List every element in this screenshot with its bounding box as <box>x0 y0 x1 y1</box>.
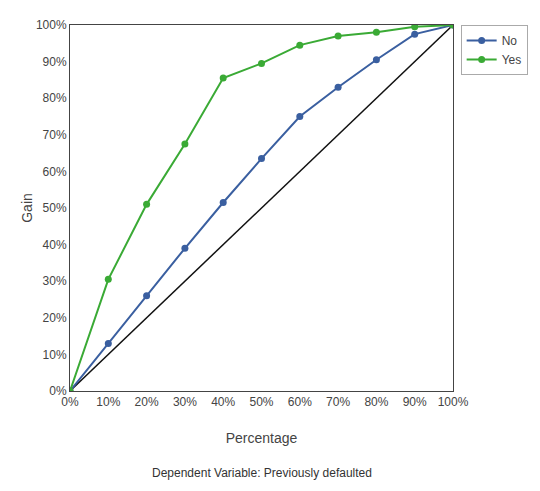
svg-text:20%: 20% <box>135 395 159 409</box>
svg-text:100%: 100% <box>36 18 67 32</box>
svg-text:Gain: Gain <box>19 193 35 223</box>
svg-text:50%: 50% <box>43 201 67 215</box>
svg-text:0%: 0% <box>61 395 79 409</box>
svg-text:70%: 70% <box>43 128 67 142</box>
svg-text:90%: 90% <box>43 55 67 69</box>
svg-text:Yes: Yes <box>502 53 522 67</box>
svg-text:20%: 20% <box>43 311 67 325</box>
svg-text:Dependent Variable: Previously: Dependent Variable: Previously defaulted <box>152 466 372 480</box>
svg-text:10%: 10% <box>43 348 67 362</box>
svg-text:80%: 80% <box>364 395 388 409</box>
svg-text:Percentage: Percentage <box>226 430 298 446</box>
svg-text:80%: 80% <box>43 91 67 105</box>
svg-text:40%: 40% <box>43 238 67 252</box>
svg-text:30%: 30% <box>173 395 197 409</box>
svg-text:100%: 100% <box>438 395 469 409</box>
svg-text:50%: 50% <box>249 395 273 409</box>
svg-text:60%: 60% <box>43 165 67 179</box>
svg-text:70%: 70% <box>326 395 350 409</box>
svg-text:30%: 30% <box>43 274 67 288</box>
svg-text:90%: 90% <box>403 395 427 409</box>
svg-text:40%: 40% <box>211 395 235 409</box>
svg-text:0%: 0% <box>49 384 67 398</box>
svg-text:No: No <box>502 34 518 48</box>
svg-text:10%: 10% <box>96 395 120 409</box>
svg-text:60%: 60% <box>288 395 312 409</box>
